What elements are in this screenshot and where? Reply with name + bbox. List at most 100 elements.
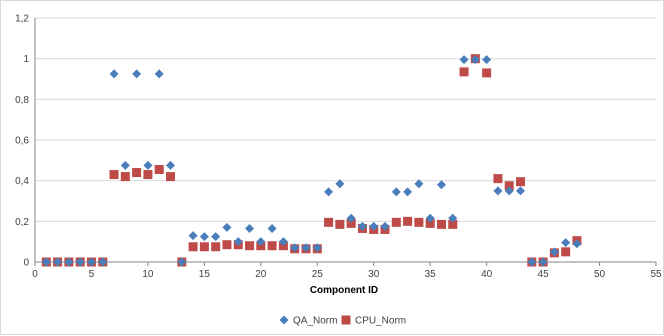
x-tick-label: 45	[538, 269, 550, 280]
data-point	[132, 168, 142, 178]
data-point	[290, 243, 300, 253]
data-point	[459, 67, 469, 77]
data-point	[199, 242, 209, 252]
x-tick-label: 50	[594, 269, 606, 280]
data-point	[222, 240, 232, 250]
series-CPU_Norm	[41, 54, 582, 267]
y-tick-label: 0	[23, 258, 29, 269]
x-tick-label: 30	[368, 269, 380, 280]
data-point	[245, 241, 255, 251]
data-point	[267, 241, 277, 251]
data-point	[211, 242, 221, 252]
data-point	[538, 257, 548, 267]
data-point	[199, 232, 209, 242]
data-point	[425, 218, 435, 228]
data-point	[380, 221, 390, 231]
x-tick-label: 10	[142, 269, 154, 280]
data-point	[414, 217, 424, 227]
data-point	[165, 172, 175, 182]
data-point	[459, 55, 469, 65]
x-tick-label: 35	[425, 269, 437, 280]
data-point	[132, 69, 142, 79]
data-point	[324, 187, 334, 197]
data-point	[493, 186, 503, 196]
data-point	[482, 55, 492, 65]
data-point	[403, 216, 413, 226]
data-point	[233, 237, 243, 247]
data-point	[403, 187, 413, 197]
data-point	[561, 238, 571, 248]
data-point	[75, 257, 85, 267]
data-point	[346, 213, 356, 223]
x-tick-label: 0	[32, 269, 38, 280]
y-tick-label: 0,8	[15, 95, 29, 106]
data-point	[188, 231, 198, 241]
data-point	[53, 257, 63, 267]
data-point	[86, 257, 96, 267]
data-point	[436, 180, 446, 190]
x-tick-label: 25	[312, 269, 324, 280]
y-tick-label: 0,6	[15, 136, 29, 147]
data-point	[143, 160, 153, 170]
data-point	[425, 213, 435, 223]
data-point	[211, 232, 221, 242]
data-point	[41, 257, 51, 267]
y-tick-label: 1,2	[15, 14, 29, 25]
data-point	[120, 160, 130, 170]
data-point	[357, 221, 367, 231]
x-tick-label: 15	[199, 269, 211, 280]
data-point	[527, 257, 537, 267]
data-point	[154, 69, 164, 79]
data-point	[493, 174, 503, 184]
data-point	[504, 186, 514, 196]
data-point	[335, 179, 345, 189]
data-point	[335, 219, 345, 229]
legend: QA_Norm CPU_Norm	[279, 315, 406, 327]
x-tick-labels: 0 5 10 15 20 25 30 35 40 45 50 55	[32, 269, 662, 280]
data-point	[369, 221, 379, 231]
x-tick-label: 5	[89, 269, 95, 280]
x-tick-label: 55	[650, 269, 662, 280]
data-point	[98, 257, 108, 267]
data-point	[346, 218, 356, 228]
y-tick-label: 1	[23, 54, 29, 65]
data-point	[222, 222, 232, 232]
y-tick-label: 0,2	[15, 217, 29, 228]
series-QA_Norm	[41, 55, 582, 267]
legend-marker-CPU_Norm	[341, 315, 351, 325]
data-point	[109, 69, 119, 79]
data-point	[561, 247, 571, 257]
data-point	[143, 170, 153, 180]
data-point	[549, 247, 559, 257]
data-point	[391, 217, 401, 227]
data-point	[120, 172, 130, 182]
data-point	[516, 177, 526, 187]
data-point	[414, 179, 424, 189]
data-point	[312, 243, 322, 253]
data-point	[436, 219, 446, 229]
data-point	[165, 160, 175, 170]
data-point	[256, 237, 266, 247]
data-point	[177, 257, 187, 267]
data-point	[391, 187, 401, 197]
data-point	[448, 213, 458, 223]
data-point	[504, 181, 514, 191]
data-point	[482, 68, 492, 78]
data-point	[154, 164, 164, 174]
data-point	[572, 239, 582, 249]
data-point	[267, 223, 277, 233]
x-tick-label: 40	[481, 269, 493, 280]
data-point	[516, 186, 526, 196]
data-point	[278, 237, 288, 247]
x-tick-label: 20	[255, 269, 267, 280]
data-point	[448, 219, 458, 229]
data-point	[109, 170, 119, 180]
data-point	[470, 55, 480, 65]
data-point	[324, 217, 334, 227]
data-point	[301, 243, 311, 253]
legend-label: CPU_Norm	[355, 316, 406, 327]
y-tick-label: 0,4	[15, 176, 29, 187]
data-series	[41, 54, 582, 267]
